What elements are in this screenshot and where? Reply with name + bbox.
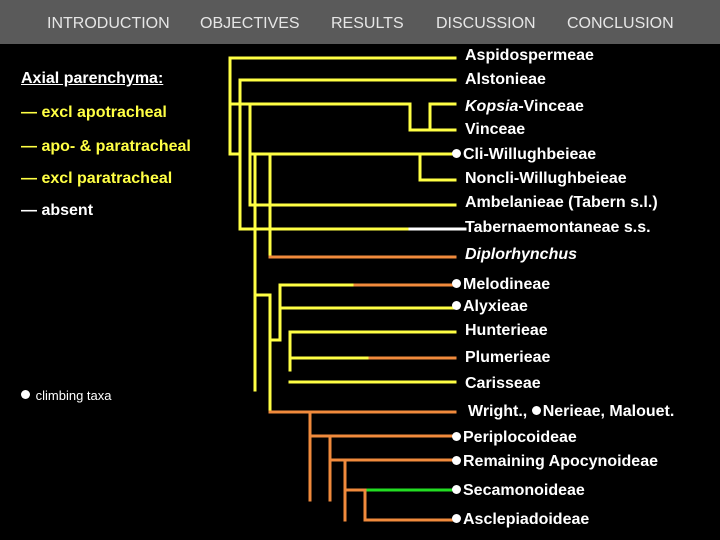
taxon-label: Periplocoideae — [463, 429, 577, 446]
taxon-label: Cli-Willughbeieae — [463, 146, 597, 163]
climbing-dot-icon — [452, 456, 461, 465]
climbing-dot-icon — [531, 406, 541, 415]
taxon-label-part2: Nerieae, Malouet. — [542, 403, 675, 420]
taxon-wrightia-nerieae-malouetia: Wright., Nerieae, Malouet. — [468, 403, 674, 421]
nav-introduction[interactable]: INTRODUCTION — [47, 15, 170, 32]
climbing-dot-icon — [452, 279, 461, 288]
taxon-vinceae: Vinceae — [465, 121, 526, 138]
taxon-label: Alyxieae — [463, 298, 528, 315]
climbing-dot-icon — [21, 390, 30, 399]
taxon-label: Melodineae — [463, 276, 551, 293]
taxon-secamonoideae: Secamonoideae — [452, 482, 585, 500]
taxon-periplocoideae: Periplocoideae — [452, 429, 577, 447]
taxon-melodineae: Melodineae — [452, 276, 550, 294]
taxon-remaining-apocynoideae: Remaining Apocynoideae — [452, 453, 658, 471]
taxon-hunterieae: Hunterieae — [465, 322, 548, 339]
nav-discussion[interactable]: DISCUSSION — [436, 15, 536, 32]
taxon-carisseae: Carisseae — [465, 375, 541, 392]
nav-results[interactable]: RESULTS — [331, 15, 404, 32]
taxon-kopsia-vinceae: Kopsia-Vinceae — [465, 98, 584, 116]
taxon-noncli-willughbeieae: Noncli-Willughbeieae — [465, 170, 627, 187]
taxon-asclepiadoideae: Asclepiadoideae — [452, 511, 589, 529]
climbing-dot-icon — [452, 432, 461, 441]
legend-excl-paratracheal: — excl paratracheal — [21, 170, 173, 187]
legend-climbing-label: climbing taxa — [35, 388, 112, 403]
taxon-aspidospermeae: Aspidospermeae — [465, 47, 594, 64]
climbing-dot-icon — [452, 149, 461, 158]
taxon-plumerieae: Plumerieae — [465, 349, 551, 366]
taxon-ambelanieae: Ambelanieae (Tabern s.l.) — [465, 194, 658, 211]
legend-apo-paratracheal: — apo- & paratracheal — [21, 138, 191, 155]
climbing-dot-icon — [452, 301, 461, 310]
taxon-tabernaemontaneae: Tabernaemontaneae s.s. — [465, 219, 651, 236]
taxon-label: Remaining Apocynoideae — [463, 453, 658, 470]
taxon-alstonieae: Alstonieae — [465, 71, 546, 88]
taxon-cli-willughbeieae: Cli-Willughbeieae — [452, 146, 596, 164]
taxon-alyxieae: Alyxieae — [452, 298, 528, 316]
legend-climbing: climbing taxa — [21, 388, 112, 403]
legend-absent: — absent — [21, 202, 94, 219]
climbing-dot-icon — [452, 514, 461, 523]
taxon-kopsia-rest: -Vinceae — [518, 98, 584, 115]
legend-excl-apotracheal: — excl apotracheal — [21, 104, 167, 121]
taxon-label: Secamonoideae — [463, 482, 585, 499]
legend-title: Axial parenchyma: — [21, 70, 164, 87]
taxon-kopsia-italic: Kopsia — [465, 98, 519, 115]
top-navigation-bar: INTRODUCTION OBJECTIVES RESULTS DISCUSSI… — [0, 0, 720, 44]
taxon-label: Asclepiadoideae — [463, 511, 590, 528]
nav-objectives[interactable]: OBJECTIVES — [200, 15, 300, 32]
taxon-diplorhynchus: Diplorhynchus — [465, 246, 578, 263]
taxon-label-part1: Wright., — [468, 403, 532, 420]
climbing-dot-icon — [452, 485, 461, 494]
nav-conclusion[interactable]: CONCLUSION — [567, 15, 674, 32]
